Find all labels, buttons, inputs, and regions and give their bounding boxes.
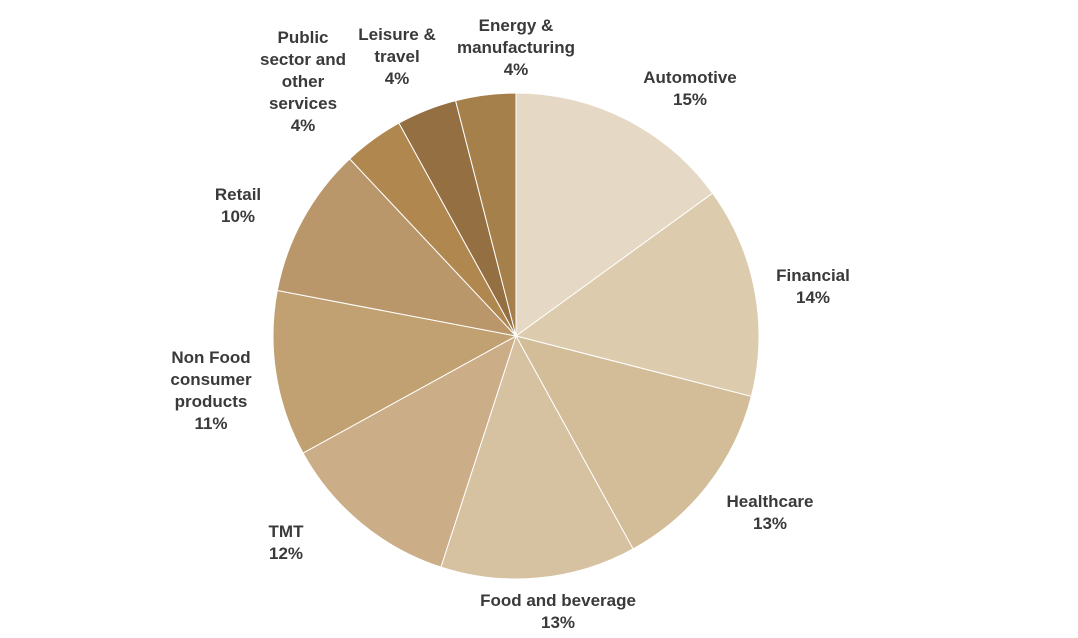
slice-label: TMT 12%: [226, 521, 346, 565]
value-label: 12%: [268, 544, 304, 563]
value-label: 4%: [290, 116, 316, 135]
pie-slice: [276, 158, 518, 337]
value-label: 4%: [503, 60, 529, 79]
category-label: Food and beverage: [480, 591, 636, 610]
value-label: 11%: [194, 414, 228, 433]
category-label: Public sector and other services: [260, 28, 346, 113]
slice-label: Automotive 15%: [590, 67, 790, 111]
value-label: 10%: [220, 207, 256, 226]
pie-slice: [272, 289, 518, 454]
pie-slice: [514, 192, 760, 398]
category-label: Healthcare: [726, 492, 814, 511]
value-label: 15%: [672, 90, 708, 109]
category-label: TMT: [268, 522, 304, 541]
slice-label: Healthcare 13%: [670, 491, 870, 535]
category-label: Automotive: [643, 68, 737, 87]
slice-label: Public sector and other services 4%: [253, 27, 353, 137]
slice-label: Food and beverage 13%: [448, 590, 668, 634]
category-label: Energy & manufacturing: [456, 16, 576, 57]
value-label: 13%: [540, 613, 576, 632]
value-label: 4%: [384, 69, 410, 88]
category-label: Retail: [214, 185, 262, 204]
pie-slice: [454, 92, 517, 337]
value-label: 13%: [752, 514, 788, 533]
slice-label: Energy & manufacturing 4%: [441, 15, 591, 81]
category-label: Financial: [776, 266, 850, 285]
slice-label: Financial 14%: [713, 265, 913, 309]
slice-label: Leisure & travel 4%: [352, 24, 442, 90]
value-label: 14%: [795, 288, 831, 307]
pie-slice: [302, 334, 517, 568]
pie-slice: [440, 334, 634, 580]
category-label: Leisure & travel: [358, 25, 436, 66]
slice-label: Retail 10%: [178, 184, 298, 228]
slice-label: Non Food consumer products 11%: [156, 347, 266, 435]
category-label: Non Food consumer products: [170, 348, 252, 411]
pie-slice: [515, 92, 714, 337]
pie-slice: [515, 335, 752, 550]
